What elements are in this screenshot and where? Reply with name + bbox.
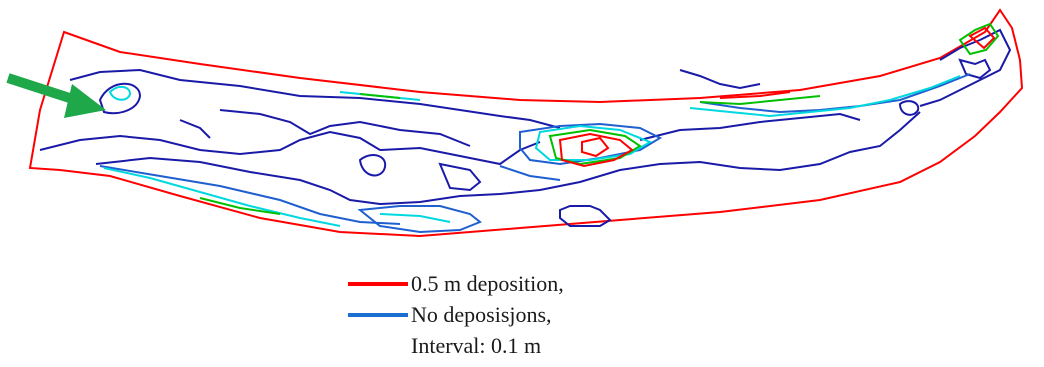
- legend-item-no-deposition: No deposisjons,: [348, 299, 668, 330]
- contours-green: [199, 22, 1000, 215]
- legend-label: Interval: 0.1 m: [411, 332, 542, 358]
- legend-label: No deposisjons,: [411, 301, 552, 327]
- legend-swatch-blue: [348, 312, 408, 317]
- domain-boundary: [28, 8, 1024, 238]
- flow-direction-arrow-icon: [6, 73, 106, 118]
- legend-swatch-red: [348, 281, 408, 286]
- deposition-contour-map: [6, 8, 1024, 238]
- deposition-contours-red: [558, 26, 996, 168]
- legend: 0.5 m deposition, No deposisjons, Interv…: [348, 268, 668, 361]
- legend-label: 0.5 m deposition,: [411, 270, 564, 296]
- contours-cyan: [103, 75, 961, 227]
- legend-item-interval: Interval: 0.1 m: [348, 330, 668, 361]
- no-deposition-contours: [39, 28, 1012, 227]
- legend-item-deposition: 0.5 m deposition,: [348, 268, 668, 299]
